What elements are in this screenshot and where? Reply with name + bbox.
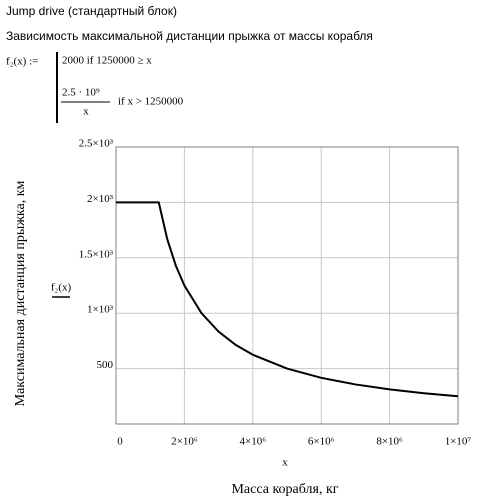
y-tick-label: 1.5×10³ — [79, 248, 114, 260]
title: Jump drive (стандартный блок) — [6, 4, 177, 18]
y-axis-label: Максимальная дистанция прыжка, км — [13, 181, 28, 407]
x-variable: x — [282, 457, 288, 469]
formula-lhs: f₂(x) := — [6, 56, 38, 68]
formula-numerator: 2.5 · 10⁹ — [62, 87, 100, 99]
subtitle: Зависимость максимальной дистанции прыжк… — [6, 29, 373, 43]
y-tick-label: 500 — [97, 359, 114, 371]
plot-frame — [115, 146, 459, 425]
formula-case: if x > 1250000 — [118, 96, 184, 108]
x-tick-label: 8×10⁶ — [376, 436, 403, 448]
y-tick-label: 2.5×10³ — [79, 138, 114, 150]
formula-denominator: x — [83, 106, 89, 118]
x-tick-label: 4×10⁶ — [240, 436, 267, 448]
x-tick-label: 0 — [117, 436, 123, 448]
x-tick-label: 1×10⁷ — [445, 436, 472, 448]
y-tick-label: 1×10³ — [87, 304, 114, 316]
x-tick-label: 2×10⁶ — [171, 436, 198, 448]
curve — [116, 201, 459, 398]
plot: 500 1×10³ 1.5×10³ 2×10³ 2.5×10³ 0 2×10⁶ 4×10⁶ 6×… — [13, 138, 471, 498]
x-tick-label: 6×10⁶ — [308, 436, 335, 448]
series-label: f₂(x) — [51, 282, 72, 294]
y-tick-label: 2×10³ — [87, 193, 114, 205]
formula-case: 2000 if 1250000 ≥ x — [62, 55, 152, 67]
x-axis-label: Масса корабля, кг — [231, 482, 338, 497]
